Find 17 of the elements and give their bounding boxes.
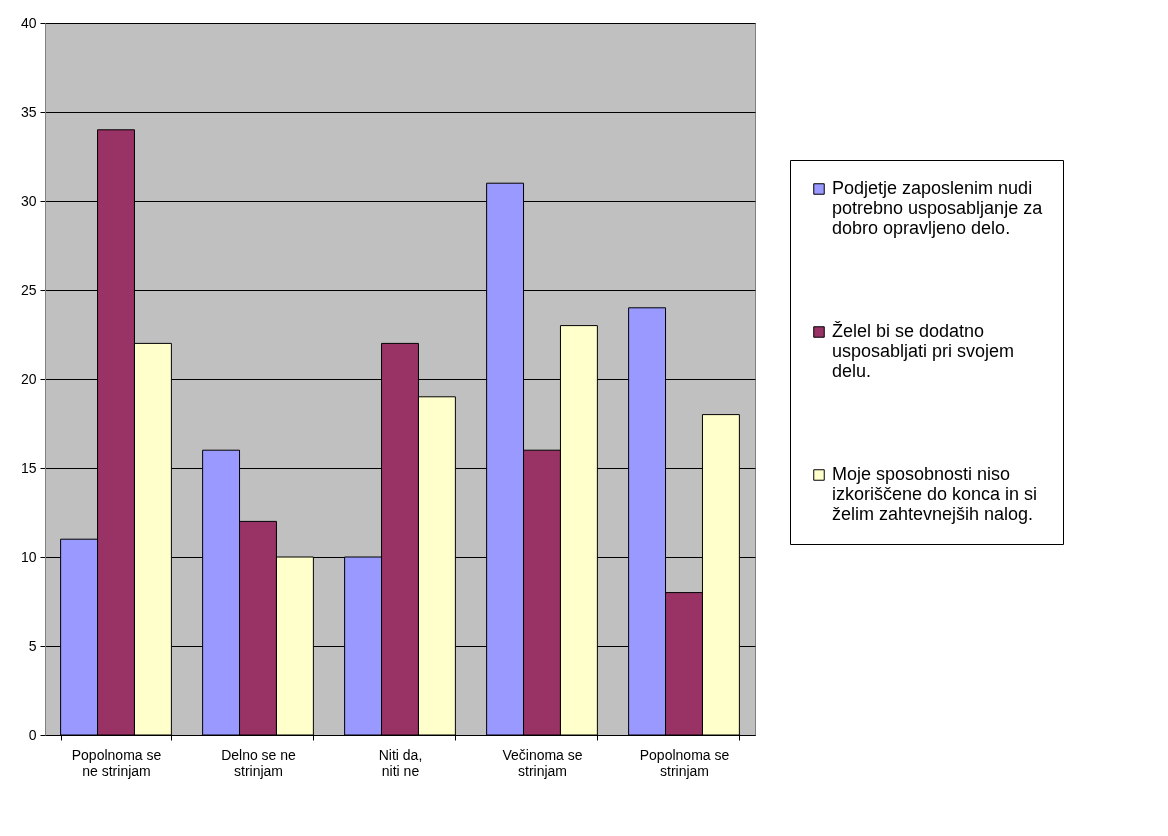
x-tick-label: Večinoma se strinjam (502, 746, 583, 779)
x-tick-label: Niti da, niti ne (378, 746, 423, 779)
legend-label: Podjetje zaposlenim nudi potrebno usposabljanje za dobro opravljeno delo. (832, 178, 1044, 238)
y-tick-label: 40 (20, 14, 37, 31)
y-tick-label: 10 (20, 548, 37, 565)
y-tick-label: 30 (20, 192, 37, 209)
legend-label: Moje sposobnosti niso izkoriščene do konca in si želim zahtevnejših nalog. (832, 464, 1038, 524)
y-tick-label: 25 (20, 281, 37, 298)
y-tick-label: 15 (20, 459, 37, 476)
y-tick-label: 0 (28, 726, 37, 743)
x-tick-label: Delno se ne strinjam (221, 746, 297, 779)
y-tick-label: 35 (20, 103, 37, 120)
x-tick-label: Popolnoma se ne strinjam (71, 746, 162, 779)
y-tick-label: 5 (28, 637, 37, 654)
x-tick-label: Popolnoma se strinjam (639, 746, 730, 779)
legend-label: Želel bi se dodatno usposabljati pri svojem delu. (832, 321, 1015, 381)
y-tick-label: 20 (20, 370, 37, 387)
